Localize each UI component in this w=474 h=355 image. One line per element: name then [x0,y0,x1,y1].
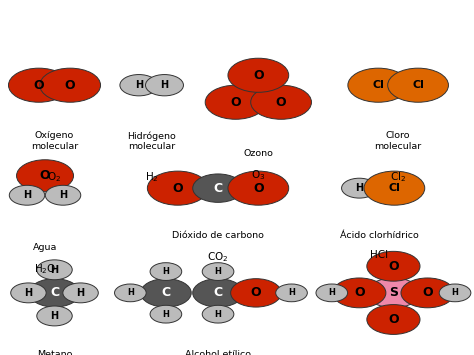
Ellipse shape [147,171,208,205]
Ellipse shape [231,279,281,307]
Text: O: O [276,96,286,109]
Ellipse shape [29,279,80,307]
Text: Cl: Cl [412,80,424,90]
Text: Dióxido de carbono: Dióxido de carbono [172,231,264,240]
Ellipse shape [9,185,45,205]
Ellipse shape [251,85,311,119]
Text: O: O [422,286,433,299]
Ellipse shape [193,174,243,202]
Ellipse shape [367,251,420,281]
Text: O: O [388,260,399,273]
Text: Oxígeno
molecular: Oxígeno molecular [31,131,78,151]
Ellipse shape [348,68,409,102]
Text: H: H [135,80,143,90]
Text: H: H [59,190,67,200]
Text: O: O [251,286,261,299]
Text: H: H [328,288,335,297]
Ellipse shape [439,284,471,302]
Ellipse shape [115,284,146,302]
Text: H: H [163,267,169,276]
Text: C: C [161,286,171,299]
Text: H: H [452,288,458,297]
Ellipse shape [342,178,377,198]
Ellipse shape [388,68,448,102]
Text: CO$_2$: CO$_2$ [207,250,229,264]
Ellipse shape [205,85,266,119]
Text: H: H [160,80,169,90]
Ellipse shape [17,160,73,192]
Ellipse shape [228,171,289,205]
Text: O: O [253,69,264,82]
Text: Cl: Cl [388,183,401,193]
Ellipse shape [150,305,182,323]
Ellipse shape [202,263,234,280]
Text: O: O [34,79,44,92]
Text: H: H [50,265,59,275]
Text: H: H [76,288,85,298]
Text: O$_2$: O$_2$ [47,170,62,184]
Text: H: H [163,310,169,319]
Text: O: O [65,79,75,92]
Ellipse shape [40,68,100,102]
Text: Ozono: Ozono [243,149,273,158]
Ellipse shape [120,75,158,96]
Text: Cl$_2$: Cl$_2$ [390,170,406,184]
Text: C: C [213,286,223,299]
Ellipse shape [63,283,98,303]
Text: C: C [213,182,223,195]
Text: O: O [354,286,365,299]
Ellipse shape [367,278,420,308]
Ellipse shape [202,305,234,323]
Ellipse shape [228,58,289,92]
Text: C: C [50,286,59,299]
Text: O: O [388,313,399,326]
Ellipse shape [276,284,307,302]
Ellipse shape [9,68,69,102]
Text: H: H [50,311,59,321]
Ellipse shape [37,260,72,280]
Ellipse shape [401,278,454,308]
Text: O: O [40,169,50,182]
Text: Metano: Metano [37,350,72,355]
Text: H: H [24,288,33,298]
Text: H$_2$O: H$_2$O [34,263,56,277]
Ellipse shape [193,279,243,307]
Text: S: S [389,286,398,299]
Ellipse shape [11,283,46,303]
Text: H: H [215,267,221,276]
Ellipse shape [150,263,182,280]
Text: H$_2$: H$_2$ [145,170,159,184]
Text: Cl: Cl [372,80,384,90]
Text: H: H [127,288,134,297]
Text: Agua: Agua [33,243,57,252]
Text: H: H [215,310,221,319]
Ellipse shape [46,185,81,205]
Text: O: O [253,182,264,195]
Text: Alcohol etílico: Alcohol etílico [185,350,251,355]
Ellipse shape [333,278,386,308]
Ellipse shape [367,305,420,334]
Ellipse shape [141,279,191,307]
Text: Hidrógeno
molecular: Hidrógeno molecular [128,131,176,151]
Text: Ácido clorhídrico: Ácido clorhídrico [340,231,419,240]
Ellipse shape [146,75,183,96]
Text: O: O [230,96,241,109]
Ellipse shape [364,171,425,205]
Ellipse shape [37,306,72,326]
Text: H: H [23,190,31,200]
Text: O: O [173,182,183,195]
Text: Cloro
molecular: Cloro molecular [374,131,422,151]
Text: O$_3$: O$_3$ [251,169,265,182]
Text: H: H [355,183,364,193]
Text: HCl: HCl [370,250,388,260]
Text: H: H [288,288,295,297]
Ellipse shape [316,284,347,302]
